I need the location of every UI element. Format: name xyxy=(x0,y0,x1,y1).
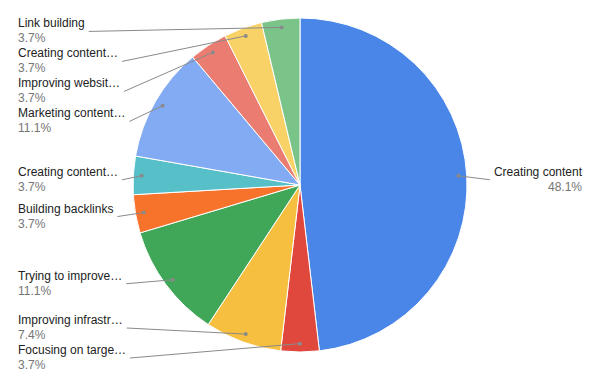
pie-slice xyxy=(261,18,300,185)
pie-slice xyxy=(300,18,467,351)
slice-value-label: 11.1% xyxy=(18,121,51,135)
slice-value-label: 3.7% xyxy=(18,358,46,372)
slice-value-label: 7.4% xyxy=(18,328,46,342)
leader-dot xyxy=(211,50,215,54)
leader-dot xyxy=(161,104,165,108)
leader-dot xyxy=(244,332,248,336)
leader-line xyxy=(117,213,143,217)
leader-dot xyxy=(142,211,146,215)
leader-line xyxy=(122,36,246,62)
slice-value-label: 3.7% xyxy=(18,91,46,105)
slice-label: Improving websit… xyxy=(18,76,120,90)
leader-dot xyxy=(280,25,284,29)
slice-label: Marketing content… xyxy=(18,106,125,120)
slice-label: Creating content… xyxy=(18,165,118,179)
slice-label: Focusing on targe… xyxy=(18,343,126,357)
pie xyxy=(133,18,467,352)
slice-value-label: 11.1% xyxy=(18,284,51,298)
slice-label: Creating content xyxy=(494,165,583,179)
slice-label: Trying to improve… xyxy=(18,269,122,283)
slice-value-label: 3.7% xyxy=(18,61,46,75)
leader-line xyxy=(126,280,172,284)
slice-label: Building backlinks xyxy=(18,202,113,216)
chart: Creating content48.1%Focusing on targe…3… xyxy=(0,0,600,372)
leader-line xyxy=(130,344,300,358)
leader-dot xyxy=(456,174,460,178)
slice-value-label: 3.7% xyxy=(18,31,46,45)
leader-line xyxy=(127,328,246,334)
slice-value-label: 3.7% xyxy=(18,180,46,194)
slice-value-label: 48.1% xyxy=(548,180,582,194)
slice-label: Creating content… xyxy=(18,46,118,60)
data-labels: Creating content48.1%Focusing on targe…3… xyxy=(18,16,583,372)
slice-label: Improving infrastr… xyxy=(18,313,123,327)
leader-dot xyxy=(244,34,248,38)
slice-value-label: 3.7% xyxy=(18,217,46,231)
leader-dot xyxy=(298,342,302,346)
leader-dot xyxy=(140,174,144,178)
background xyxy=(0,0,600,372)
leader-dot xyxy=(171,278,175,282)
leader-line xyxy=(122,176,142,180)
slice-label: Link building xyxy=(18,16,85,30)
leader-line xyxy=(458,176,490,180)
leader-line xyxy=(129,106,162,122)
leader-line xyxy=(89,27,282,31)
